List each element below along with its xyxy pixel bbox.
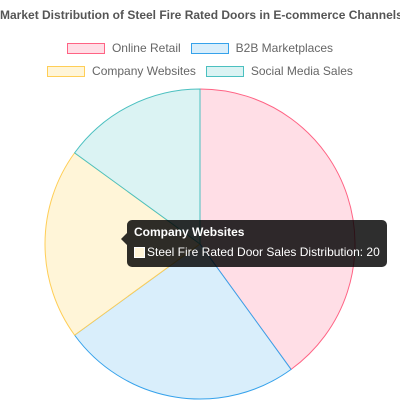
chart-legend-row-1: Online Retail B2B Marketplaces xyxy=(0,41,400,55)
legend-label: Social Media Sales xyxy=(250,64,353,78)
legend-label: Online Retail xyxy=(111,41,181,55)
chart-tooltip: Company Websites Steel Fire Rated Door S… xyxy=(121,220,387,267)
legend-label: Company Websites xyxy=(92,64,196,78)
chart-title: Market Distribution of Steel Fire Rated … xyxy=(0,8,400,22)
legend-item-b2b-marketplaces[interactable]: B2B Marketplaces xyxy=(190,41,334,55)
chart-legend-row-2: Company Websites Social Media Sales xyxy=(0,64,400,78)
legend-item-company-websites[interactable]: Company Websites xyxy=(47,64,196,78)
legend-item-online-retail[interactable]: Online Retail xyxy=(66,41,181,55)
legend-swatch xyxy=(190,42,229,54)
legend-swatch xyxy=(205,65,244,77)
legend-item-social-media-sales[interactable]: Social Media Sales xyxy=(205,64,353,78)
tooltip-title: Company Websites xyxy=(134,225,245,239)
tooltip-body: Steel Fire Rated Door Sales Distribution… xyxy=(134,246,380,259)
tooltip-label: Steel Fire Rated Door Sales Distribution… xyxy=(147,245,380,259)
pie-slice-social-media-sales[interactable] xyxy=(73,88,201,245)
legend-label: B2B Marketplaces xyxy=(235,41,334,55)
pie-slice-b2b-marketplaces[interactable] xyxy=(73,243,292,400)
legend-swatch xyxy=(47,65,86,77)
legend-swatch xyxy=(66,42,105,54)
tooltip-swatch xyxy=(134,247,145,258)
